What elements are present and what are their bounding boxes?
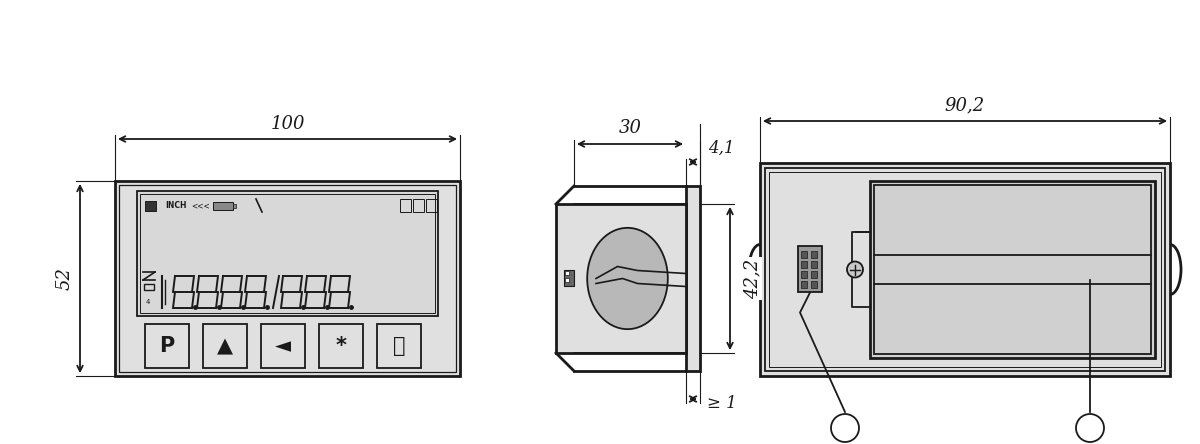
Bar: [144, 284, 154, 290]
Bar: [377, 324, 421, 368]
Text: ⏻: ⏻: [392, 336, 406, 356]
Bar: [688, 357, 698, 367]
Text: ≥ 1: ≥ 1: [707, 396, 737, 412]
Text: ◄: ◄: [275, 336, 292, 356]
Bar: [766, 168, 1165, 371]
Circle shape: [847, 262, 863, 278]
Text: P: P: [160, 336, 175, 356]
Text: 4,1: 4,1: [708, 139, 734, 156]
Bar: [115, 181, 460, 376]
Bar: [214, 202, 233, 210]
Bar: [400, 199, 410, 212]
Bar: [811, 281, 817, 289]
Bar: [203, 324, 247, 368]
Text: *: *: [336, 336, 347, 356]
Bar: [811, 262, 817, 269]
Bar: [874, 185, 1151, 354]
Bar: [319, 324, 364, 368]
Text: 42,2: 42,2: [743, 258, 761, 299]
Text: <<<: <<<: [191, 202, 210, 210]
Text: INCH: INCH: [166, 202, 186, 210]
Bar: [769, 172, 1162, 367]
Bar: [802, 251, 808, 258]
Circle shape: [1076, 414, 1104, 442]
Bar: [233, 204, 236, 208]
Text: 4: 4: [146, 299, 150, 305]
Bar: [413, 199, 424, 212]
Bar: [140, 194, 436, 313]
Text: 52: 52: [56, 267, 74, 290]
Bar: [137, 191, 438, 316]
Bar: [426, 199, 437, 212]
Bar: [802, 281, 808, 289]
Circle shape: [830, 414, 859, 442]
Text: 2: 2: [1085, 420, 1096, 436]
Ellipse shape: [587, 228, 667, 329]
Text: ▲: ▲: [217, 336, 233, 356]
Bar: [811, 271, 817, 278]
Text: 90,2: 90,2: [944, 96, 985, 114]
Text: 30: 30: [618, 119, 642, 137]
Bar: [870, 181, 1154, 358]
Text: 1: 1: [840, 420, 851, 436]
Bar: [802, 262, 808, 269]
Bar: [802, 271, 808, 278]
Bar: [262, 324, 305, 368]
Bar: [565, 271, 569, 275]
Bar: [688, 190, 698, 200]
Bar: [686, 186, 700, 371]
Bar: [565, 278, 569, 282]
Bar: [564, 270, 574, 286]
Bar: [119, 185, 456, 372]
Bar: [145, 201, 156, 211]
Text: 100: 100: [270, 115, 305, 133]
Bar: [811, 251, 817, 258]
Bar: [798, 246, 822, 293]
Bar: [145, 324, 190, 368]
Bar: [760, 163, 1170, 376]
Bar: [556, 204, 686, 353]
